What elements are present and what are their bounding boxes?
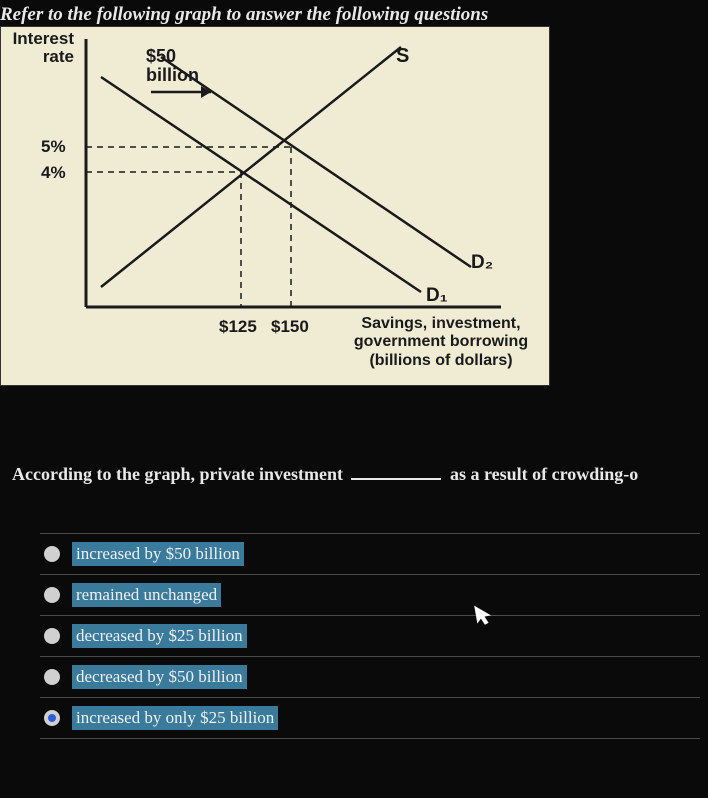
option-label: increased by only $25 billion xyxy=(72,706,278,730)
radio-button[interactable] xyxy=(44,669,60,685)
graph-svg xyxy=(1,27,551,387)
question-suffix: as a result of crowding-o xyxy=(445,464,638,484)
radio-button[interactable] xyxy=(44,710,60,726)
blank-fill xyxy=(351,466,441,480)
radio-button[interactable] xyxy=(44,587,60,603)
radio-button[interactable] xyxy=(44,628,60,644)
option-label: increased by $50 billion xyxy=(72,542,244,566)
instruction-text: Refer to the following graph to answer t… xyxy=(0,0,708,26)
radio-button[interactable] xyxy=(44,546,60,562)
option-row[interactable]: decreased by $50 billion xyxy=(40,656,700,697)
options-list: increased by $50 billion remained unchan… xyxy=(0,533,708,739)
option-row[interactable]: increased by only $25 billion xyxy=(40,697,700,739)
option-label: decreased by $25 billion xyxy=(72,624,247,648)
question-text: According to the graph, private investme… xyxy=(0,464,708,485)
option-row[interactable]: increased by $50 billion xyxy=(40,533,700,574)
econ-graph: Interest rate $50 billion S D₂ D₁ 5% 4% … xyxy=(0,26,550,386)
option-row[interactable]: remained unchanged xyxy=(40,574,700,615)
option-label: remained unchanged xyxy=(72,583,221,607)
option-row[interactable]: decreased by $25 billion xyxy=(40,615,700,656)
question-prefix: According to the graph, private investme… xyxy=(12,464,347,484)
option-label: decreased by $50 billion xyxy=(72,665,247,689)
